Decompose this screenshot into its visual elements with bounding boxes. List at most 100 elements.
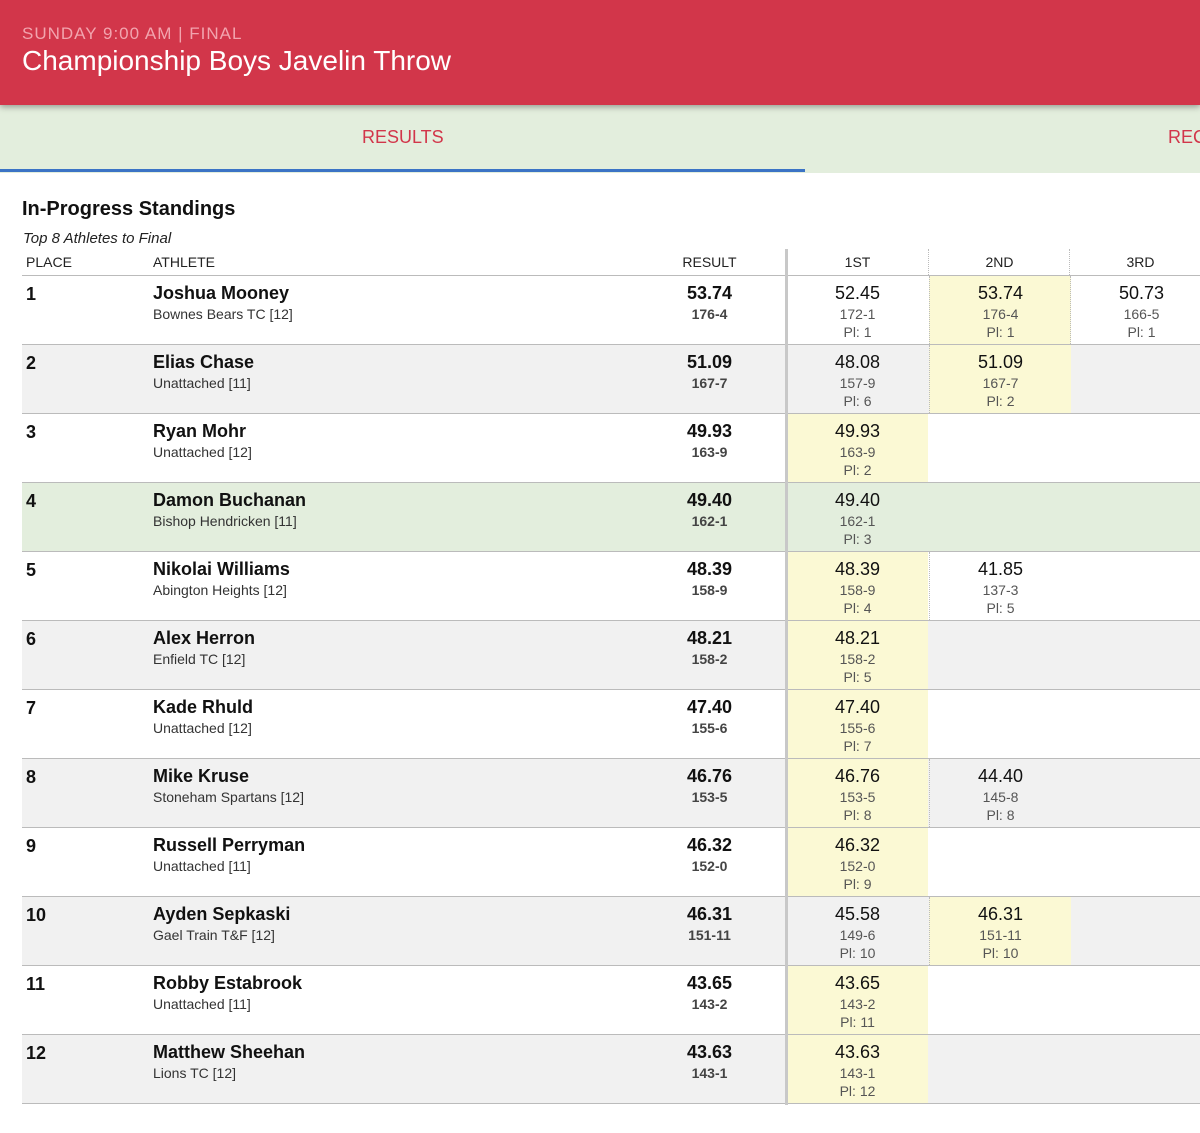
attempt-mark: 48.21 [834, 628, 881, 648]
attempt-imperial: 158-2 [839, 651, 876, 667]
athlete-team: Unattached [12] [153, 444, 252, 460]
athlete-team: Unattached [11] [153, 996, 251, 1012]
column-header: RESULT [682, 254, 737, 270]
result-imperial: 158-2 [691, 651, 728, 667]
attempt: 43.63 143-1 Pl: 12 [787, 1035, 928, 1103]
result: 49.93 [686, 421, 733, 441]
place: 5 [26, 560, 37, 580]
table-row: 8 Mike Kruse Stoneham Spartans [12] 46.76 15… [22, 759, 1200, 828]
result-imperial: 162-1 [691, 513, 728, 529]
attempt: 47.40 155-6 Pl: 7 [787, 690, 928, 758]
attempt-place: Pl: 1 [843, 324, 872, 340]
result-imperial: 151-11 [688, 927, 731, 943]
attempt-place: Pl: 8 [843, 807, 872, 823]
place: 12 [26, 1043, 47, 1063]
attempt-place: Pl: 5 [986, 600, 1015, 616]
attempt-imperial: 163-9 [839, 444, 876, 460]
attempt-place: Pl: 12 [839, 1083, 876, 1099]
athlete-team: Abington Heights [12] [153, 582, 287, 598]
column-header: ATHLETE [153, 254, 215, 270]
result-imperial: 163-9 [691, 444, 728, 460]
athlete-name: Ayden Sepkaski [153, 904, 291, 924]
header: SUNDAY 9:00 AM | FINAL Championship Boys… [0, 0, 1200, 105]
result: 46.32 [686, 835, 733, 855]
tab-indicator [0, 169, 805, 172]
place: 4 [26, 491, 37, 511]
tab[interactable]: REC [1168, 127, 1200, 147]
result: 48.39 [686, 559, 733, 579]
table-row: 7 Kade Rhuld Unattached [12] 47.40 155-6 47.4… [22, 690, 1200, 759]
attempt-mark: 44.40 [977, 766, 1024, 786]
attempt-mark: 53.74 [977, 283, 1024, 303]
title: Championship Boys Javelin Throw [22, 45, 452, 76]
athlete-name: Damon Buchanan [153, 490, 307, 510]
attempt-imperial: 162-1 [839, 513, 876, 529]
place: 6 [26, 629, 37, 649]
attempt-place: Pl: 9 [843, 876, 872, 892]
place: 11 [26, 974, 46, 994]
attempt-mark: 46.31 [977, 904, 1024, 924]
attempt: 49.40 162-1 Pl: 3 [787, 483, 928, 551]
athlete-name: Robby Estabrook [153, 973, 303, 993]
table-row: 6 Alex Herron Enfield TC [12] 48.21 158-2 48.… [22, 621, 1200, 690]
result: 53.74 [686, 283, 733, 303]
table-row: 1 Joshua Mooney Bownes Bears TC [12] 53.74 1… [22, 276, 1200, 345]
place: 9 [26, 836, 37, 856]
subtitle: SUNDAY 9:00 AM | FINAL [22, 24, 243, 43]
table-row: 3 Ryan Mohr Unattached [12] 49.93 163-9 49.93… [22, 414, 1200, 483]
attempt: 43.65 143-2 Pl: 11 [787, 966, 928, 1034]
result: 48.21 [686, 628, 733, 648]
athlete-name: Matthew Sheehan [153, 1042, 306, 1062]
attempt-imperial: 158-9 [839, 582, 876, 598]
attempt-mark: 50.73 [1118, 283, 1165, 303]
attempt: 50.73 166-5 Pl: 1 [1070, 276, 1200, 344]
attempt: 46.76 153-5 Pl: 8 [787, 759, 928, 827]
table-row: 5 Nikolai Williams Abington Heights [12] 48… [22, 552, 1200, 621]
athlete-team: Stoneham Spartans [12] [153, 789, 304, 805]
attempt-imperial: 149-6 [839, 927, 876, 943]
table-row: 10 Ayden Sepkaski Gael Train T&F [12] 46.31… [22, 897, 1200, 966]
attempt-place: Pl: 3 [843, 531, 872, 547]
attempt-mark: 48.08 [834, 352, 881, 372]
attempt-imperial: 172-1 [839, 306, 876, 322]
athlete-name: Nikolai Williams [153, 559, 290, 579]
attempt-mark: 43.65 [834, 973, 881, 993]
result-imperial: 167-7 [691, 375, 728, 391]
place: 3 [26, 422, 37, 442]
attempt: 46.31 151-11 Pl: 10 [929, 897, 1071, 965]
athlete-name: Joshua Mooney [153, 283, 290, 303]
header-border [22, 275, 1200, 276]
column-divider [785, 249, 788, 1105]
result: 47.40 [686, 697, 733, 717]
attempt-place: Pl: 8 [986, 807, 1015, 823]
attempt-imperial: 143-1 [839, 1065, 876, 1081]
attempt: 48.08 157-9 Pl: 6 [787, 345, 928, 413]
athlete-name: Alex Herron [153, 628, 256, 648]
attempt-mark: 49.93 [834, 421, 881, 441]
athlete-name: Mike Kruse [153, 766, 250, 786]
place: 7 [26, 698, 37, 718]
athlete-name: Russell Perryman [153, 835, 306, 855]
column-header: 1ST [844, 254, 871, 270]
attempt-place: Pl: 1 [1127, 324, 1156, 340]
tab[interactable]: RESULTS [362, 127, 444, 147]
athlete-team: Bishop Hendricken [11] [153, 513, 297, 529]
table-row: 9 Russell Perryman Unattached [11] 46.32 152… [22, 828, 1200, 897]
attempt-mark: 52.45 [834, 283, 881, 303]
table-row: 2 Elias Chase Unattached [11] 51.09 167-7 48.… [22, 345, 1200, 414]
athlete-name: Elias Chase [153, 352, 255, 372]
result: 49.40 [686, 490, 733, 510]
section-title: In-Progress Standings [22, 198, 236, 220]
attempt-imperial: 152-0 [839, 858, 876, 874]
attempt-mark: 49.40 [834, 490, 881, 510]
result-imperial: 176-4 [691, 306, 728, 322]
table-row: 11 Robby Estabrook Unattached [11] 43.65 143… [22, 966, 1200, 1035]
athlete-team: Enfield TC [12] [153, 651, 246, 667]
result: 46.76 [686, 766, 733, 786]
attempt-imperial: 137-3 [982, 582, 1019, 598]
attempt-place: Pl: 10 [982, 945, 1019, 961]
place: 10 [26, 905, 47, 925]
table-row: 4 Damon Buchanan Bishop Hendricken [11] 49.… [22, 483, 1200, 552]
attempt: 52.45 172-1 Pl: 1 [787, 276, 928, 344]
attempt-place: Pl: 5 [843, 669, 872, 685]
